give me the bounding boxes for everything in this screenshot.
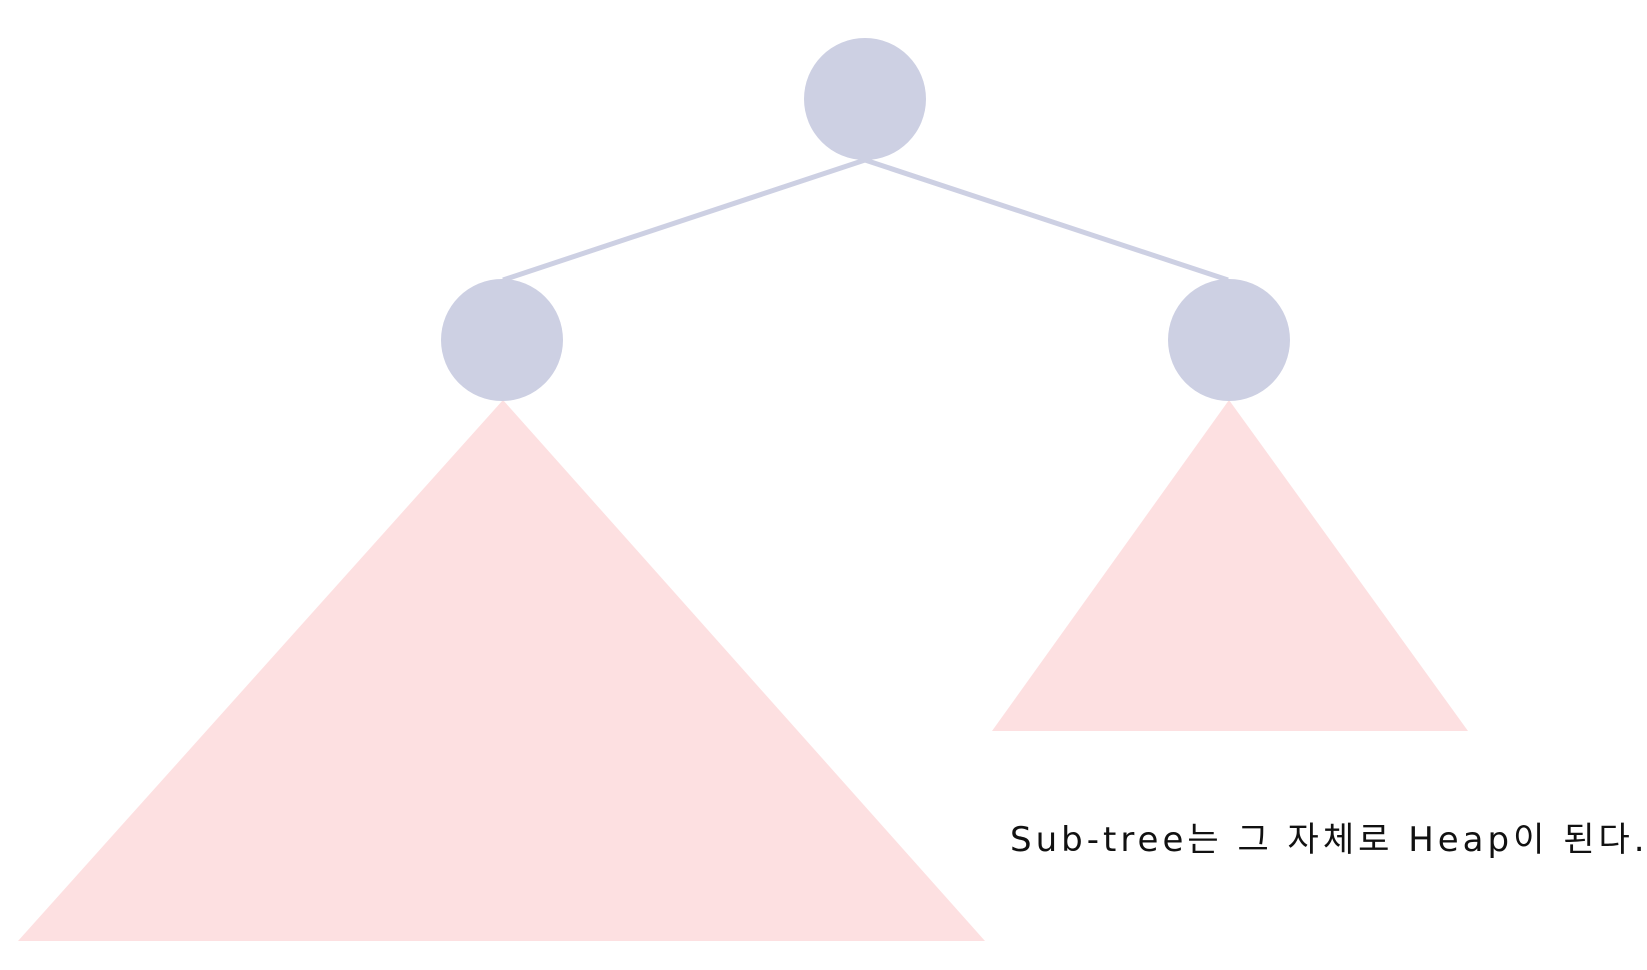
root-node [804,38,926,160]
left-child-node [441,279,563,401]
left-subtree-triangle [18,400,985,941]
right-child-node [1168,279,1290,401]
subtree-heap-caption: Sub-tree는 그 자체로 Heap이 된다. [1010,820,1647,860]
edge-root-left [502,157,866,283]
edge-root-right [864,157,1229,283]
right-subtree-triangle [992,400,1468,731]
